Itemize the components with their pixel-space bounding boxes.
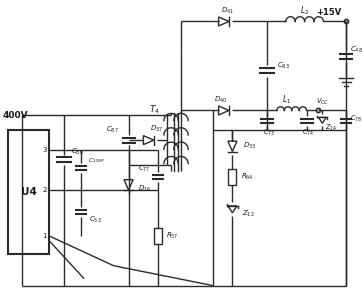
Text: $D_{37}$: $D_{37}$ [150,124,163,135]
Text: $C_{77}$: $C_{77}$ [138,164,151,174]
Text: 1: 1 [42,233,47,239]
Bar [154,228,162,244]
Text: $R_{64}$: $R_{64}$ [241,172,254,182]
Text: $Z_{12}$: $Z_{12}$ [242,209,254,219]
Text: $D_{41}$: $D_{41}$ [221,5,234,16]
Text: +15V: +15V [316,8,341,17]
Text: $C_{87}$: $C_{87}$ [106,125,119,135]
Text: $C_{83}$: $C_{83}$ [278,61,290,71]
Text: 400V: 400V [3,111,29,120]
Bar [228,169,236,185]
Text: 2: 2 [42,187,47,192]
Text: $L_2$: $L_2$ [300,4,309,17]
Text: $C_{78}$: $C_{78}$ [350,114,362,124]
Text: $D_{40}$: $D_{40}$ [214,95,227,105]
Text: $T_4$: $T_4$ [149,103,160,116]
Text: $L_1$: $L_1$ [282,93,291,106]
Text: $R_{57}$: $R_{57}$ [166,231,178,241]
Text: $Z_{14}$: $Z_{14}$ [325,123,337,133]
Text: U4: U4 [21,187,37,197]
Text: $C_{80}$: $C_{80}$ [71,147,84,157]
Text: $C_{73}$: $C_{73}$ [263,128,275,138]
Text: $C_{159P}$: $C_{159P}$ [88,156,105,165]
Text: $D_{16}$: $D_{16}$ [138,184,151,194]
Text: $D_{33}$: $D_{33}$ [243,141,256,151]
Text: $V_{CC}$: $V_{CC}$ [316,96,329,107]
Text: $C_{48}$: $C_{48}$ [350,45,362,55]
Bar [8,130,50,254]
Text: $C_{53}$: $C_{53}$ [89,215,101,225]
Text: 3: 3 [42,147,47,153]
Text: $C_{74}$: $C_{74}$ [302,128,315,138]
